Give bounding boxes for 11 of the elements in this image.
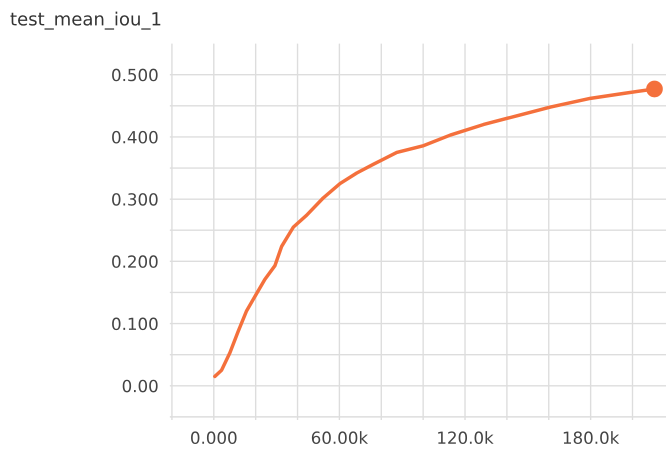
y-tick-label: 0.400 xyxy=(112,130,158,144)
y-tick-label: 0.100 xyxy=(112,318,158,330)
y-tick-label: 0.300 xyxy=(112,193,158,206)
y-tick-label: 0.200 xyxy=(112,255,158,268)
x-tick-label: 180.0k xyxy=(564,431,620,444)
x-tick-label: 0.000 xyxy=(191,431,237,444)
x-tick-label: 60.00k xyxy=(312,431,368,444)
x-tick-label: 120.0k xyxy=(438,431,494,444)
chart-title: test_mean_iou_1 xyxy=(10,12,160,30)
y-tick-label: 0.500 xyxy=(112,68,158,82)
y-tick-label: 0.00 xyxy=(122,380,158,392)
